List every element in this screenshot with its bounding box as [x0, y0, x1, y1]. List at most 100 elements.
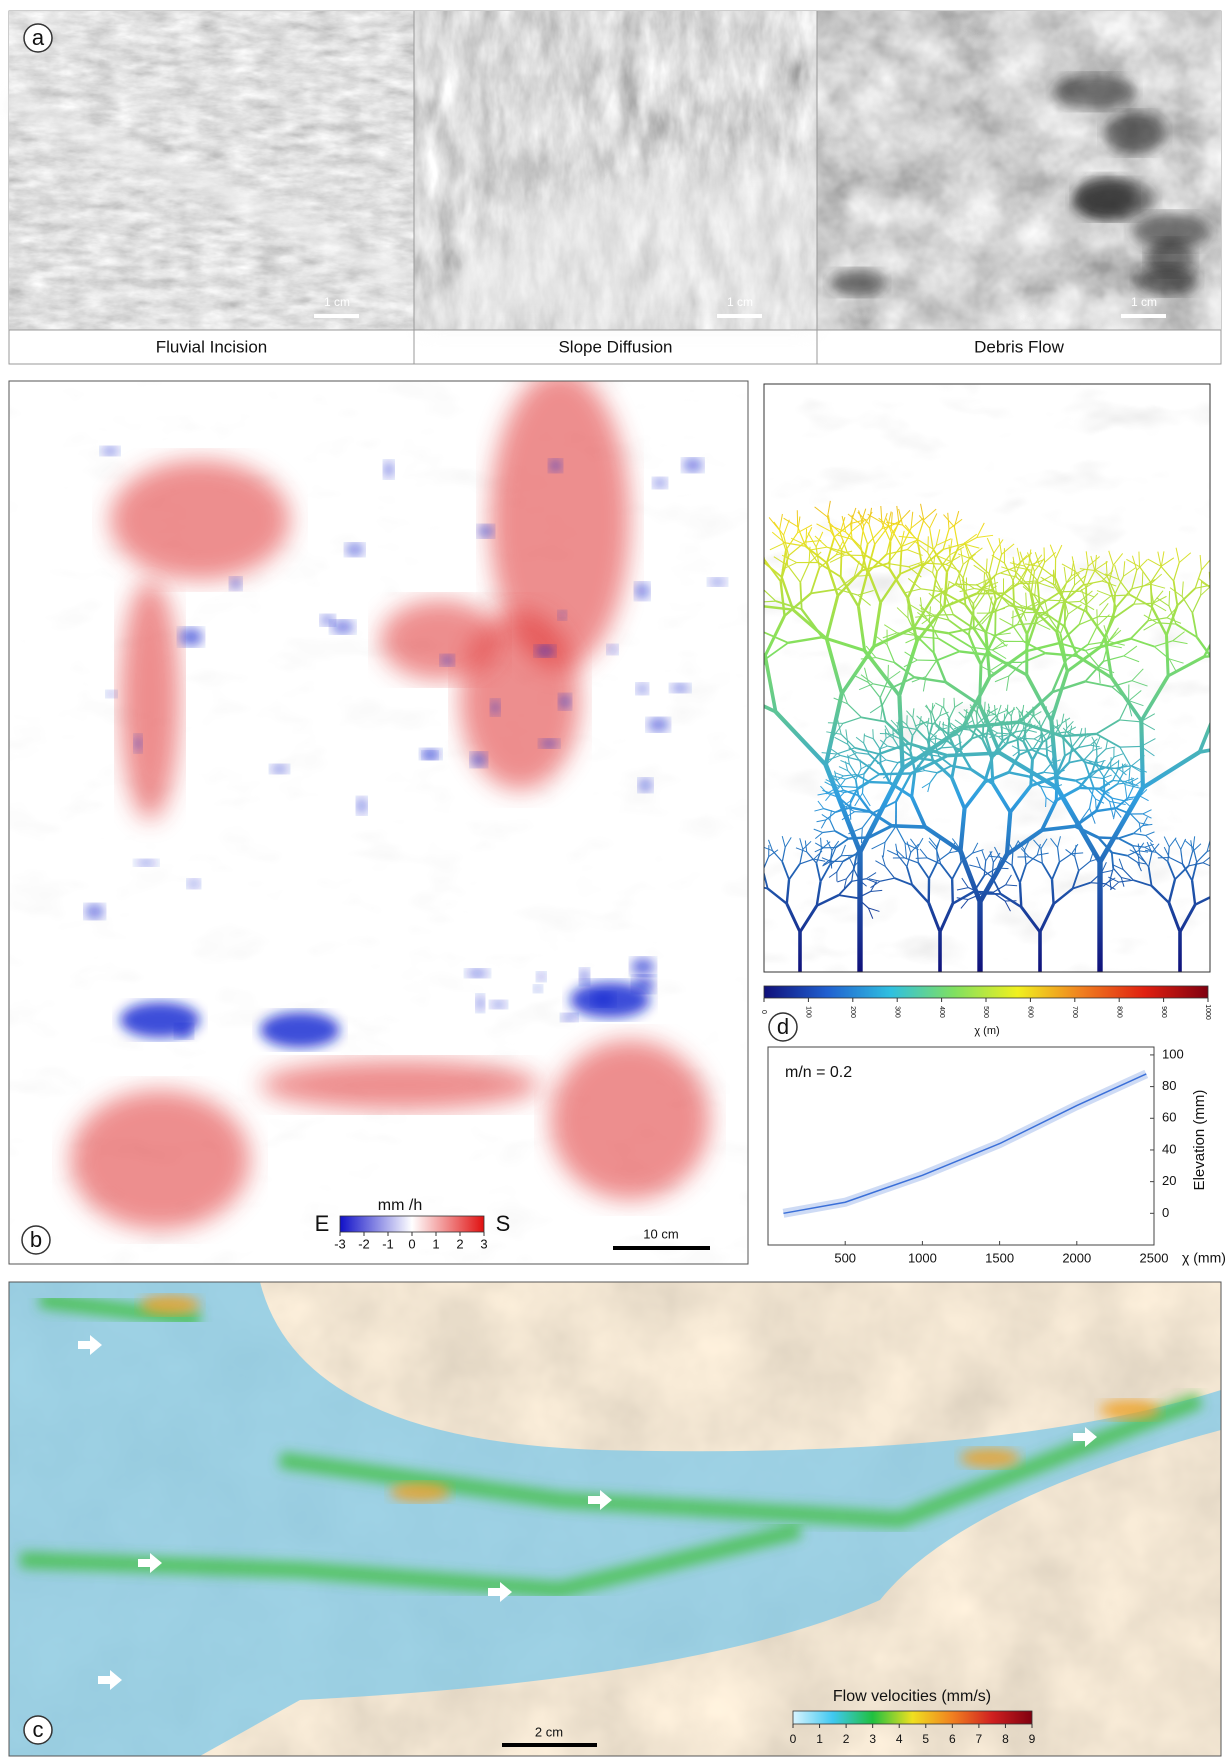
y-tick-label: 20	[1162, 1173, 1176, 1188]
channel	[749, 848, 752, 859]
deposition	[639, 779, 653, 792]
colorbar-tick-label: 8	[1002, 1732, 1009, 1746]
scale-label: 1 cm	[1131, 295, 1157, 309]
annotation: m/n = 0.2	[785, 1064, 852, 1081]
channel	[1225, 614, 1231, 633]
colorbar-tick-label: 600	[1027, 1006, 1034, 1018]
channel	[1004, 714, 1005, 724]
y-tick-label: 80	[1162, 1078, 1176, 1093]
erosion	[380, 600, 500, 680]
channel	[980, 664, 981, 705]
y-tick-label: 60	[1162, 1110, 1176, 1125]
channel	[1031, 760, 1033, 786]
erosion	[70, 1090, 250, 1230]
channel	[1214, 584, 1228, 589]
y-tick-label: 100	[1162, 1046, 1184, 1061]
channel	[828, 723, 843, 724]
deposition	[384, 461, 394, 478]
deposition	[570, 982, 650, 1018]
channel	[1169, 591, 1170, 606]
fast-flow	[140, 1295, 200, 1315]
colorbar-tick-label: 7	[976, 1732, 983, 1746]
channel	[1228, 572, 1229, 587]
colorbar-tick-label: 2	[456, 1236, 463, 1251]
colorbar-tick-label: 3	[480, 1236, 487, 1251]
deposition	[230, 577, 241, 590]
panel-b-image	[9, 370, 748, 1264]
channel	[943, 722, 944, 732]
deposition	[653, 478, 667, 488]
colorbar-tick-label: 3	[869, 1732, 876, 1746]
deposition	[683, 459, 703, 472]
channel	[1223, 853, 1227, 864]
channel	[1219, 613, 1231, 629]
colorbar-tick-label: -3	[334, 1236, 346, 1251]
deposition	[580, 969, 590, 985]
channel	[1097, 609, 1098, 625]
x-tick-label: 1500	[985, 1250, 1014, 1265]
colorbar-title: Flow velocities (mm/s)	[833, 1688, 991, 1705]
scale-label: 2 cm	[535, 1724, 563, 1739]
deposition	[85, 904, 104, 919]
channel	[1111, 757, 1112, 767]
colorbar-tick-label: 5	[922, 1732, 929, 1746]
deposition	[135, 859, 157, 865]
panel-letter: a	[32, 25, 45, 50]
y-tick-label: 0	[1162, 1205, 1169, 1220]
channel	[1167, 635, 1169, 676]
deposition	[708, 578, 726, 586]
channel	[1151, 582, 1152, 607]
channel	[753, 859, 763, 870]
deposition	[357, 797, 367, 814]
deposition	[607, 645, 617, 655]
channel	[1210, 587, 1219, 604]
channel	[751, 526, 761, 539]
channel	[1104, 777, 1105, 793]
colorbar-tick-label: 400	[938, 1006, 945, 1018]
caption: Debris Flow	[974, 337, 1064, 356]
deposition	[549, 459, 562, 472]
channel	[1056, 774, 1057, 800]
channel	[753, 572, 760, 587]
deposition	[535, 645, 555, 656]
caption: Slope Diffusion	[558, 337, 672, 356]
channel	[841, 855, 853, 856]
fast-flow	[390, 1482, 450, 1502]
channel	[1219, 604, 1220, 629]
channel	[1020, 883, 1021, 907]
channel	[751, 615, 764, 632]
channel	[754, 523, 755, 539]
fast-flow	[1100, 1400, 1160, 1420]
colorbar-tick-label: 800	[1115, 1006, 1122, 1018]
channel	[1046, 741, 1047, 757]
colorbar-title: χ (m)	[974, 1025, 999, 1037]
deposition	[321, 615, 335, 626]
deposition	[134, 735, 142, 752]
channel	[754, 540, 761, 560]
colorbar-end-label: S	[496, 1211, 511, 1236]
deposition	[120, 1002, 200, 1038]
channel	[1044, 547, 1045, 562]
channel	[984, 573, 985, 588]
colorbar-tick-label: 4	[896, 1732, 903, 1746]
channel	[1141, 721, 1143, 788]
colorbar-tick-label: 2	[843, 1732, 850, 1746]
deposition	[476, 995, 484, 1012]
shadow	[1136, 265, 1198, 295]
deposition	[647, 718, 669, 732]
channel	[1096, 745, 1097, 757]
deposition	[179, 628, 203, 646]
channel	[1120, 746, 1141, 747]
deposition	[636, 684, 648, 695]
x-tick-label: 1000	[908, 1250, 937, 1265]
colorbar-tick-label: 9	[1029, 1732, 1036, 1746]
deposition	[441, 655, 454, 666]
channel	[1052, 880, 1054, 904]
channel	[1098, 838, 1118, 839]
deposition	[346, 544, 365, 556]
y-tick-label: 40	[1162, 1141, 1176, 1156]
channel	[873, 729, 874, 739]
channel	[852, 515, 853, 531]
channel	[889, 542, 890, 569]
deposition	[471, 753, 487, 767]
